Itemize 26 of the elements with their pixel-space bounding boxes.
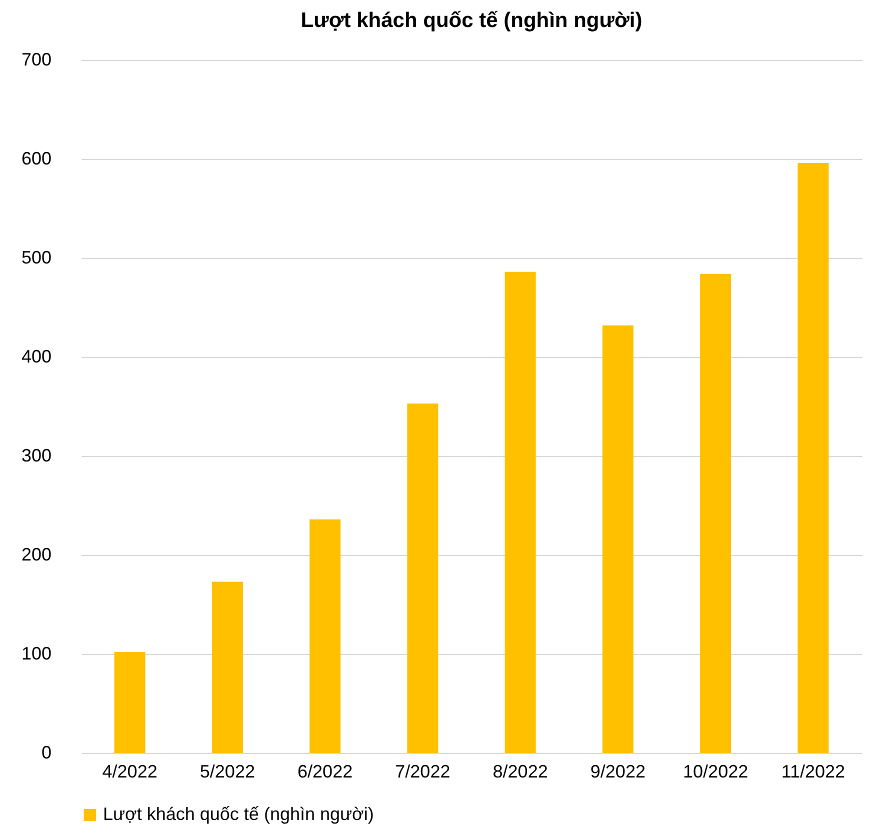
bar bbox=[212, 582, 243, 753]
chart-title: Lượt khách quốc tế (nghìn người) bbox=[300, 9, 642, 32]
bar bbox=[504, 272, 536, 753]
y-tick-label: 400 bbox=[21, 346, 52, 366]
y-tick-label: 0 bbox=[41, 742, 52, 762]
bar bbox=[114, 652, 146, 753]
y-tick-label: 300 bbox=[21, 446, 52, 466]
bar bbox=[798, 162, 829, 753]
bar bbox=[602, 325, 634, 753]
y-tick-label: 100 bbox=[21, 644, 52, 664]
y-tick-label: 700 bbox=[21, 50, 52, 70]
y-tick-label: 200 bbox=[21, 544, 52, 564]
x-tick-label: 8/2022 bbox=[492, 762, 548, 782]
y-tick-label: 500 bbox=[21, 248, 52, 268]
bar bbox=[407, 404, 438, 753]
x-tick-label: 4/2022 bbox=[102, 762, 158, 782]
x-tick-label: 11/2022 bbox=[781, 762, 846, 782]
bar bbox=[310, 519, 341, 753]
x-tick-label: 6/2022 bbox=[298, 762, 353, 782]
x-tick-label: 10/2022 bbox=[683, 762, 748, 782]
x-tick-label: 7/2022 bbox=[395, 762, 450, 782]
bar bbox=[700, 274, 732, 753]
y-tick-label: 600 bbox=[21, 148, 52, 168]
legend-label: Lượt khách quốc tế (nghìn người) bbox=[103, 804, 374, 824]
x-tick-label: 5/2022 bbox=[200, 762, 255, 782]
x-tick-label: 9/2022 bbox=[590, 762, 646, 782]
